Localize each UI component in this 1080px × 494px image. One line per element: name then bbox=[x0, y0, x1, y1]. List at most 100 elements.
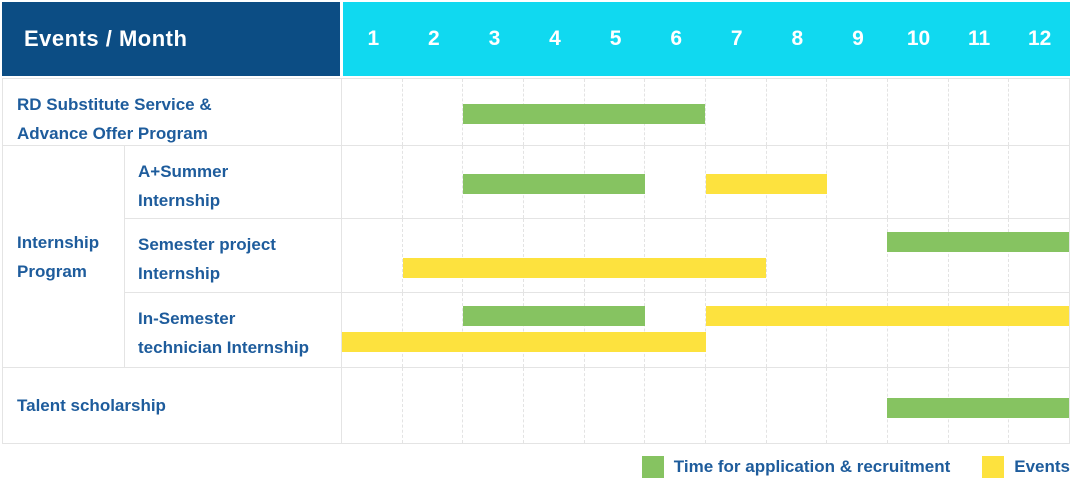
row-label-line: In-Semester bbox=[138, 309, 236, 328]
month-gridline-cell bbox=[1008, 293, 1069, 367]
gantt-track bbox=[341, 146, 1069, 218]
legend-label: Time for application & recruitment bbox=[673, 457, 951, 476]
month-gridline-cell bbox=[705, 79, 766, 145]
month-gridline-cell bbox=[342, 219, 402, 292]
month-gridline-cell bbox=[765, 293, 827, 367]
month-gridline-cell bbox=[583, 219, 645, 292]
row-label-line: Talent scholarship bbox=[17, 396, 166, 415]
gantt-track bbox=[341, 368, 1069, 443]
row-label-line: Program bbox=[17, 261, 87, 281]
month-gridline-cell bbox=[523, 293, 584, 367]
gantt-track bbox=[341, 219, 1069, 292]
month-gridline-cell bbox=[401, 368, 463, 443]
month-gridline-cell bbox=[705, 219, 766, 292]
table-row-group: Internship Program A+Summer Internship Semes… bbox=[3, 146, 1069, 368]
month-gridline-cell bbox=[947, 219, 1009, 292]
month-gridline-cell bbox=[644, 146, 705, 218]
table-header-row: Events / Month 1 2 3 4 5 6 7 8 9 10 11 12 bbox=[2, 2, 1070, 76]
month-gridline-cell bbox=[765, 79, 827, 145]
month-gridline-cell bbox=[887, 79, 948, 145]
table-row: Talent scholarship bbox=[3, 368, 1069, 443]
gantt-bar-application bbox=[887, 232, 1069, 252]
legend-item-green: Time for application & recruitment bbox=[641, 456, 951, 478]
month-gridline-cell bbox=[401, 146, 463, 218]
row-label: Talent scholarship bbox=[3, 368, 341, 443]
gantt-bar-application bbox=[887, 397, 1069, 418]
month-gridline-cell bbox=[826, 79, 887, 145]
legend-item-yellow: Events bbox=[982, 456, 1070, 478]
row-label-line: Semester project bbox=[138, 235, 276, 254]
month-header-cell: 2 bbox=[428, 27, 440, 50]
group-subrows: A+Summer Internship Semester project Intern… bbox=[125, 146, 1069, 367]
row-label-line: Advance Offer Program bbox=[17, 124, 208, 143]
gantt-track bbox=[341, 79, 1069, 145]
legend-swatch-green bbox=[641, 456, 664, 478]
gantt-bar-event bbox=[402, 258, 767, 278]
month-gridline-cell bbox=[1008, 219, 1069, 292]
month-header-cell: 11 bbox=[967, 27, 991, 50]
row-label-line: technician Internship bbox=[138, 338, 309, 357]
month-gridline-cell bbox=[947, 79, 1009, 145]
month-gridline-cell bbox=[401, 293, 463, 367]
month-gridline-cell bbox=[947, 146, 1009, 218]
events-month-table: Events / Month 1 2 3 4 5 6 7 8 9 10 11 12 RD Substi… bbox=[2, 2, 1070, 444]
table-row: RD Substitute Service & Advance Offer Pro… bbox=[3, 79, 1069, 146]
month-gridline-cell bbox=[644, 219, 705, 292]
month-header-cell: 4 bbox=[549, 27, 561, 50]
month-gridline-cell bbox=[401, 219, 463, 292]
gantt-bar-application bbox=[463, 174, 645, 194]
month-gridline-cell bbox=[644, 293, 705, 367]
month-gridline-cell bbox=[1008, 146, 1069, 218]
month-gridline-cell bbox=[887, 146, 948, 218]
month-gridline-cell bbox=[644, 368, 705, 443]
gantt-track bbox=[341, 293, 1069, 367]
group-label: Internship Program bbox=[3, 146, 125, 367]
row-label-line: Internship bbox=[138, 264, 221, 283]
month-header-cell: 3 bbox=[488, 27, 501, 50]
month-gridline-cell bbox=[462, 219, 523, 292]
row-label-line: A+Summer bbox=[138, 162, 229, 181]
month-gridline-cell bbox=[765, 368, 827, 443]
gantt-bar-application bbox=[463, 306, 645, 326]
month-gridline-cell bbox=[462, 146, 523, 218]
gantt-bar-event bbox=[705, 306, 1069, 326]
gantt-bar-event bbox=[705, 174, 827, 194]
gantt-bar-application bbox=[463, 104, 706, 124]
month-gridline-cell bbox=[523, 219, 584, 292]
month-gridline-cell bbox=[826, 368, 887, 443]
month-header-strip: 1 2 3 4 5 6 7 8 9 10 11 12 bbox=[343, 2, 1070, 76]
month-gridline-cell bbox=[887, 293, 948, 367]
month-header-cell: 6 bbox=[670, 27, 683, 50]
gantt-bar-event bbox=[342, 332, 706, 352]
month-gridline-cell bbox=[401, 79, 463, 145]
legend-label: Events bbox=[1014, 457, 1070, 476]
month-gridline-cell bbox=[342, 293, 402, 367]
month-header-cell: 8 bbox=[791, 27, 804, 50]
month-gridline-cell bbox=[462, 79, 523, 145]
month-header-cell: 1 bbox=[367, 27, 380, 50]
month-gridline-cell bbox=[765, 219, 827, 292]
row-label: In-Semester technician Internship bbox=[125, 293, 341, 367]
month-gridline-cell bbox=[826, 146, 887, 218]
month-gridline-cell bbox=[826, 293, 887, 367]
row-label-line: RD Substitute Service & bbox=[17, 95, 212, 114]
month-gridline-cell bbox=[947, 293, 1009, 367]
row-label: Semester project Internship bbox=[125, 219, 341, 292]
table-subrow: A+Summer Internship bbox=[125, 146, 1069, 219]
row-label: A+Summer Internship bbox=[125, 146, 341, 218]
month-gridline-cell bbox=[583, 293, 645, 367]
month-gridline-cell bbox=[523, 368, 584, 443]
row-label-line: Internship bbox=[17, 232, 100, 252]
month-gridline-cell bbox=[342, 79, 402, 145]
month-gridline-cell bbox=[583, 368, 645, 443]
row-label-line: Internship bbox=[138, 191, 221, 210]
corner-header: Events / Month bbox=[2, 2, 340, 76]
month-gridline-cell bbox=[705, 293, 766, 367]
row-label: RD Substitute Service & Advance Offer Pro… bbox=[3, 79, 341, 145]
month-header-cell: 10 bbox=[906, 27, 931, 50]
month-gridline-cell bbox=[705, 368, 766, 443]
table-body: RD Substitute Service & Advance Offer Pro… bbox=[2, 78, 1070, 444]
month-gridline-cell bbox=[462, 368, 523, 443]
table-subrow: In-Semester technician Internship bbox=[125, 293, 1069, 367]
month-header-cell: 5 bbox=[609, 27, 622, 50]
